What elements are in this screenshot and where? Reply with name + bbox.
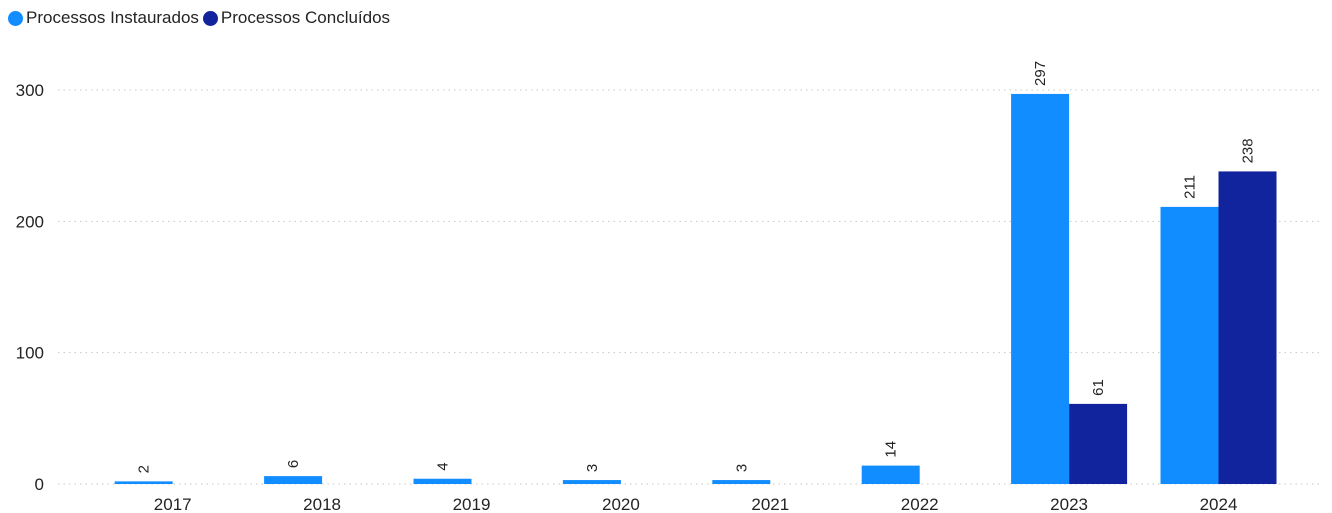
data-label-concluidos-2024: 238 <box>1240 138 1257 163</box>
bar-instaurados-2018[interactable] <box>264 476 323 484</box>
bar-instaurados-2020[interactable] <box>562 480 621 484</box>
data-label-instaurados-2022: 14 <box>883 441 900 458</box>
legend-item-instaurados[interactable]: Processos Instaurados <box>8 8 199 28</box>
bar-instaurados-2021[interactable] <box>712 480 771 484</box>
bar-instaurados-2023[interactable] <box>1011 93 1070 484</box>
legend-dot-concluidos-icon <box>202 10 218 26</box>
data-label-instaurados-2023: 297 <box>1032 61 1049 86</box>
x-tick-label-2024: 2024 <box>1200 495 1238 513</box>
y-tick-label: 0 <box>35 475 44 494</box>
x-tick-label-2022: 2022 <box>901 495 939 513</box>
x-tick-label-2021: 2021 <box>751 495 789 513</box>
y-axis-ticks: 0 100 200 300 <box>16 81 44 494</box>
legend-label-concluidos: Processos Concluídos <box>220 8 391 27</box>
x-tick-label-2018: 2018 <box>303 495 341 513</box>
x-tick-label-2020: 2020 <box>602 495 640 513</box>
data-label-instaurados-2024: 211 <box>1182 175 1199 199</box>
bar-concluidos-2024[interactable] <box>1218 171 1277 484</box>
data-label-concluidos-2023: 61 <box>1090 379 1107 396</box>
data-label-instaurados-2018: 6 <box>285 460 302 468</box>
y-tick-label: 200 <box>16 212 44 231</box>
data-label-instaurados-2020: 3 <box>584 464 601 472</box>
chart-legend: Processos Instaurados Processos Concluíd… <box>8 8 394 28</box>
bar-instaurados-2022[interactable] <box>861 465 920 484</box>
x-tick-label-2023: 2023 <box>1050 495 1088 513</box>
x-tick-label-2019: 2019 <box>453 495 491 513</box>
x-axis-ticks: 2017 2018 2019 2020 2021 2022 2023 2024 <box>154 495 1238 513</box>
bar-instaurados-2024[interactable] <box>1160 206 1219 485</box>
data-labels: 2 6 4 3 3 14 297 61 211 238 <box>136 61 1257 473</box>
y-tick-label: 100 <box>16 344 44 363</box>
legend-dot-instaurados-icon <box>8 10 23 26</box>
y-tick-label: 300 <box>16 81 44 100</box>
data-label-instaurados-2019: 4 <box>435 462 452 470</box>
bars <box>114 93 1277 485</box>
bar-instaurados-2017[interactable] <box>114 481 173 484</box>
gridlines <box>58 89 1322 485</box>
data-label-instaurados-2017: 2 <box>136 465 153 473</box>
bar-instaurados-2019[interactable] <box>413 478 472 484</box>
data-label-instaurados-2021: 3 <box>733 464 750 472</box>
x-tick-label-2017: 2017 <box>154 495 192 513</box>
bar-concluidos-2023[interactable] <box>1069 403 1128 484</box>
legend-label-instaurados: Processos Instaurados <box>26 8 199 27</box>
legend-item-concluidos[interactable]: Processos Concluídos <box>202 8 391 28</box>
